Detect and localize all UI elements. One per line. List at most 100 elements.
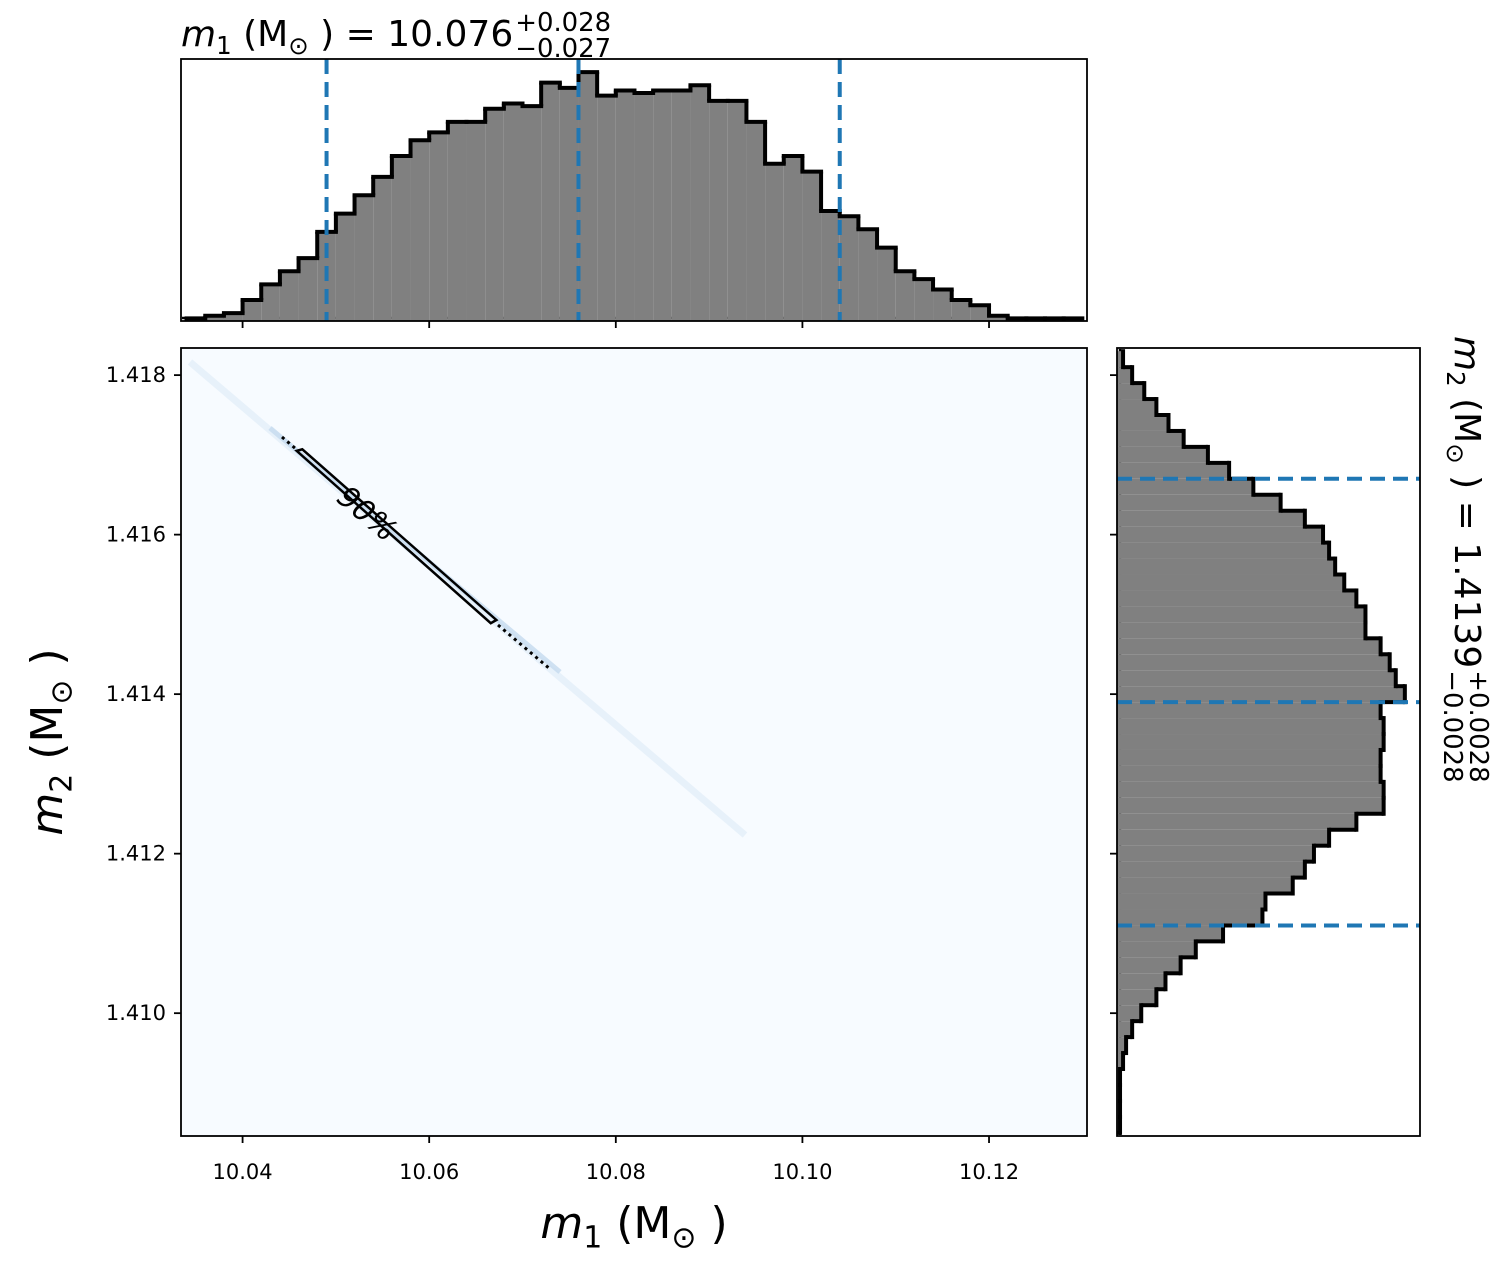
bar xyxy=(279,271,299,321)
lower-error: −0.0028 xyxy=(1437,670,1467,782)
axis-label: m1 (M⊙ ) xyxy=(540,1198,727,1256)
upper-error: +0.0028 xyxy=(1463,670,1493,782)
bar xyxy=(1117,989,1157,1006)
label-sub: 2 xyxy=(1441,371,1470,387)
bar xyxy=(1117,351,1124,368)
label-sub: 1 xyxy=(216,31,232,60)
label-var: m xyxy=(540,1198,583,1249)
bar xyxy=(485,108,504,321)
label-unit: (M xyxy=(1446,387,1487,444)
bar xyxy=(335,213,355,321)
bar xyxy=(858,229,878,321)
bar xyxy=(1117,1053,1124,1070)
bar xyxy=(466,121,486,321)
bar xyxy=(1117,430,1184,447)
bar xyxy=(690,85,710,321)
lower-error: −0.027 xyxy=(515,34,611,64)
frame xyxy=(1116,347,1421,1137)
label-sub: 2 xyxy=(45,774,80,793)
frame xyxy=(180,347,1088,1137)
frame xyxy=(180,58,1088,322)
contour-dots xyxy=(497,623,551,671)
label-sub: ⊙ xyxy=(671,1221,696,1256)
x-tick-label: 10.10 xyxy=(772,1160,832,1184)
label-unit: ) = 10.076 xyxy=(309,14,514,55)
bar xyxy=(578,72,598,321)
bar xyxy=(559,87,579,321)
bar xyxy=(951,300,971,321)
bar xyxy=(989,315,1008,321)
bar xyxy=(802,171,822,321)
y-tick-label: 1.416 xyxy=(106,523,166,547)
bar xyxy=(1117,638,1381,655)
bar xyxy=(709,100,728,321)
bar xyxy=(1117,893,1266,910)
label-var: m xyxy=(22,793,73,836)
bar xyxy=(1117,670,1396,687)
bar xyxy=(1117,702,1381,719)
bar xyxy=(522,106,542,321)
bar xyxy=(373,176,392,321)
bar xyxy=(1117,845,1314,862)
x-tick-label: 10.12 xyxy=(959,1160,1019,1184)
y-tick-label: 1.414 xyxy=(106,682,166,706)
bar xyxy=(1117,829,1330,846)
bar xyxy=(1117,494,1281,511)
bar xyxy=(597,95,616,322)
bar xyxy=(1117,399,1157,415)
bar xyxy=(1117,797,1384,814)
bar xyxy=(1117,574,1345,591)
x-tick-label: 10.04 xyxy=(213,1160,273,1184)
bar xyxy=(877,247,896,321)
bar xyxy=(541,82,560,321)
label-sub: ⊙ xyxy=(45,680,80,705)
bar xyxy=(503,103,523,321)
right-title: m2 (M⊙ ) = 1.4139+0.0028−0.0028 xyxy=(1437,336,1493,783)
bar xyxy=(1117,1005,1142,1022)
axis-label: m2 (M⊙ ) = 1.4139 xyxy=(1441,336,1487,668)
bar xyxy=(429,132,448,321)
bar xyxy=(933,289,952,321)
bar xyxy=(765,163,784,321)
bar xyxy=(671,90,691,321)
bar xyxy=(746,121,766,321)
x-tick-label: 10.06 xyxy=(399,1160,459,1184)
bar xyxy=(1117,1037,1127,1054)
label-unit: (M xyxy=(602,1198,671,1249)
bar xyxy=(1117,383,1145,400)
bar xyxy=(261,284,280,321)
bar xyxy=(727,100,747,321)
bar xyxy=(1117,367,1133,384)
bar xyxy=(1117,590,1357,607)
bar xyxy=(1117,861,1305,878)
bar xyxy=(1117,478,1254,495)
label-unit: ) xyxy=(696,1198,727,1249)
bar xyxy=(410,140,430,321)
label-sub: 1 xyxy=(583,1221,602,1256)
bar xyxy=(1117,654,1390,671)
bar xyxy=(914,279,934,321)
bar xyxy=(1117,414,1169,431)
upper-error: +0.028 xyxy=(515,8,611,38)
bar xyxy=(634,93,654,321)
label-sub: ⊙ xyxy=(288,31,309,60)
label-unit: (M xyxy=(232,14,289,55)
bar xyxy=(242,300,262,321)
x-tick-label: 10.08 xyxy=(586,1160,646,1184)
bar xyxy=(615,90,635,321)
bar xyxy=(1117,446,1208,463)
label-unit: ) = 1.4139 xyxy=(1446,464,1487,669)
bar xyxy=(1117,765,1381,782)
bar xyxy=(1117,686,1405,703)
bar xyxy=(298,258,318,321)
bar xyxy=(223,313,243,321)
bar xyxy=(1117,606,1366,623)
bar xyxy=(1117,973,1166,990)
plot-layer: 90%10.04 10.06 10.08 10.10 10.121.4101.4121.… xyxy=(106,59,1420,1184)
bar xyxy=(1117,622,1366,639)
bar xyxy=(1117,542,1330,559)
bar xyxy=(783,155,803,321)
bar xyxy=(1117,781,1384,798)
bar xyxy=(1117,462,1230,479)
axis-label: m2 (M⊙ ) xyxy=(22,648,80,835)
